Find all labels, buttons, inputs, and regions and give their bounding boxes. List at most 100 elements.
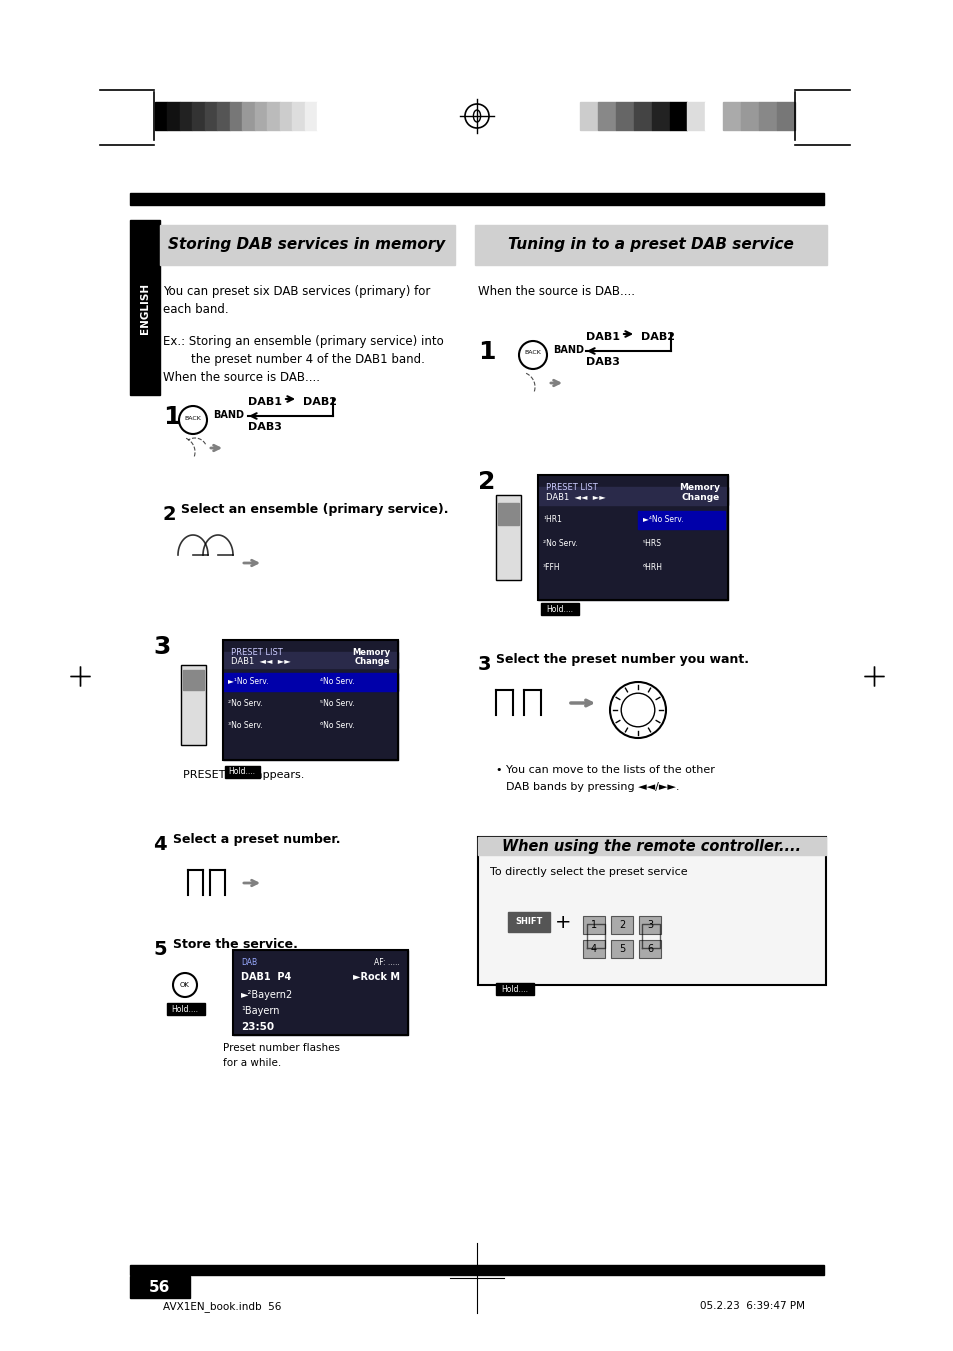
- Bar: [496, 984, 534, 994]
- Text: Hold....: Hold....: [501, 985, 528, 993]
- Text: PRESET LIST: PRESET LIST: [545, 484, 598, 492]
- Bar: [507, 912, 550, 932]
- Text: • You can move to the lists of the other: • You can move to the lists of the other: [496, 765, 714, 775]
- Text: 1: 1: [477, 340, 495, 363]
- Bar: [579, 101, 598, 130]
- Bar: [704, 101, 722, 130]
- Bar: [477, 838, 825, 985]
- Text: DAB1  ◄◄  ►►: DAB1 ◄◄ ►►: [231, 658, 291, 666]
- Text: ►⁴No Serv.: ►⁴No Serv.: [642, 516, 682, 524]
- Bar: [722, 101, 740, 130]
- Text: ⁵HRS: ⁵HRS: [642, 539, 661, 549]
- Bar: [180, 101, 193, 130]
- Bar: [475, 226, 826, 265]
- Bar: [293, 101, 305, 130]
- Text: PRESET LIST: PRESET LIST: [231, 648, 282, 657]
- Text: Hold....: Hold....: [172, 1005, 198, 1013]
- Bar: [130, 1265, 823, 1275]
- Text: 6: 6: [646, 944, 653, 954]
- Text: 56: 56: [150, 1279, 171, 1294]
- Text: Ex.: Storing an ensemble (primary service) into: Ex.: Storing an ensemble (primary servic…: [163, 335, 443, 349]
- Text: Hold....: Hold....: [546, 604, 573, 613]
- Text: DAB bands by pressing ◄◄/►►.: DAB bands by pressing ◄◄/►►.: [505, 782, 679, 792]
- Text: When using the remote controller....: When using the remote controller....: [502, 839, 801, 854]
- Bar: [582, 916, 604, 934]
- Bar: [540, 603, 578, 615]
- Bar: [223, 673, 397, 690]
- Text: DAB2: DAB2: [303, 397, 336, 407]
- Bar: [233, 950, 408, 1035]
- Text: ²No Serv.: ²No Serv.: [542, 539, 578, 549]
- Text: BACK: BACK: [524, 350, 541, 355]
- Text: DAB1  ◄◄  ►►: DAB1 ◄◄ ►►: [545, 493, 605, 503]
- Bar: [616, 101, 633, 130]
- Bar: [633, 101, 651, 130]
- Bar: [154, 101, 168, 130]
- Text: Select a preset number.: Select a preset number.: [172, 834, 340, 846]
- Text: DAB2: DAB2: [640, 332, 675, 342]
- Bar: [669, 101, 687, 130]
- Bar: [168, 101, 180, 130]
- Bar: [477, 838, 825, 855]
- Bar: [223, 640, 397, 761]
- Text: Store the service.: Store the service.: [172, 938, 297, 951]
- Bar: [537, 476, 727, 600]
- Text: ►²Bayern2: ►²Bayern2: [241, 990, 293, 1000]
- Text: DAB1  P4: DAB1 P4: [241, 971, 291, 982]
- Text: 3: 3: [477, 655, 491, 674]
- Text: ³FFH: ³FFH: [542, 563, 560, 573]
- Text: Preset number flashes: Preset number flashes: [223, 1043, 339, 1052]
- Text: DAB1: DAB1: [585, 332, 619, 342]
- Bar: [610, 916, 633, 934]
- Text: Change: Change: [355, 658, 390, 666]
- Bar: [537, 486, 727, 505]
- Bar: [638, 511, 724, 530]
- Bar: [230, 101, 242, 130]
- Text: ►¹No Serv.: ►¹No Serv.: [228, 677, 268, 686]
- Bar: [130, 1275, 190, 1298]
- Text: DAB3: DAB3: [248, 422, 281, 432]
- Text: for a while.: for a while.: [223, 1058, 281, 1069]
- Text: Hold....: Hold....: [229, 767, 255, 777]
- Text: Select an ensemble (primary service).: Select an ensemble (primary service).: [181, 503, 448, 516]
- Bar: [582, 940, 604, 958]
- Text: 5: 5: [152, 940, 167, 959]
- Text: 23:50: 23:50: [241, 1021, 274, 1032]
- Text: +: +: [554, 912, 571, 931]
- Bar: [497, 503, 518, 526]
- Text: BACK: BACK: [184, 416, 201, 420]
- Text: 3: 3: [646, 920, 653, 929]
- Text: DAB1: DAB1: [248, 397, 282, 407]
- Bar: [254, 101, 267, 130]
- Text: 4: 4: [590, 944, 597, 954]
- Text: PRESET LIST appears.: PRESET LIST appears.: [183, 770, 304, 780]
- Bar: [233, 950, 408, 1035]
- Bar: [610, 940, 633, 958]
- Text: ²No Serv.: ²No Serv.: [228, 700, 262, 708]
- Bar: [537, 476, 727, 600]
- Bar: [242, 101, 254, 130]
- Text: ⁴No Serv.: ⁴No Serv.: [319, 677, 355, 686]
- Text: 05.2.23  6:39:47 PM: 05.2.23 6:39:47 PM: [700, 1301, 804, 1310]
- Text: each band.: each band.: [163, 303, 229, 316]
- Bar: [193, 101, 205, 130]
- Text: ENGLISH: ENGLISH: [140, 282, 150, 334]
- Text: BAND: BAND: [213, 409, 244, 420]
- Text: Select the preset number you want.: Select the preset number you want.: [496, 653, 748, 666]
- Text: To directly select the preset service: To directly select the preset service: [490, 867, 687, 877]
- Bar: [639, 940, 660, 958]
- Bar: [496, 494, 520, 580]
- Bar: [181, 665, 206, 744]
- Text: BAND: BAND: [553, 345, 583, 355]
- Text: ⁶HRH: ⁶HRH: [642, 563, 662, 573]
- Bar: [205, 101, 217, 130]
- Text: When the source is DAB....: When the source is DAB....: [477, 285, 635, 299]
- Text: the preset number 4 of the DAB1 band.: the preset number 4 of the DAB1 band.: [191, 353, 424, 366]
- Bar: [183, 670, 204, 690]
- Bar: [181, 665, 206, 744]
- Bar: [598, 101, 616, 130]
- Text: 2: 2: [477, 470, 495, 494]
- Text: 1: 1: [163, 405, 180, 430]
- Text: AVX1EN_book.indb  56: AVX1EN_book.indb 56: [163, 1301, 281, 1312]
- Text: ⁶No Serv.: ⁶No Serv.: [319, 721, 355, 731]
